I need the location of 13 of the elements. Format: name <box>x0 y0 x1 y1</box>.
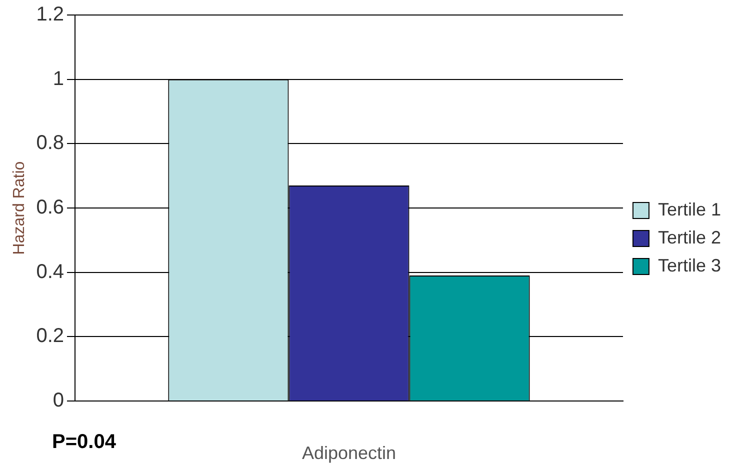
legend-label: Tertile 2 <box>658 227 722 248</box>
y-axis-title: Hazard Ratio <box>11 161 28 255</box>
legend-label: Tertile 1 <box>658 199 722 220</box>
text: P=0.04 <box>52 431 117 453</box>
y-tick-label: 0.2 <box>36 325 64 348</box>
x-axis-title: Adiponectin <box>302 443 396 464</box>
y-tick-label: 1.2 <box>36 4 64 26</box>
legend-label: Tertile 3 <box>658 255 722 276</box>
y-tick-label: 0 <box>52 390 64 412</box>
y-tick-label: 0.4 <box>36 260 64 283</box>
y-tick-label: 1 <box>52 68 64 90</box>
y-tick-label: 0.6 <box>36 196 64 219</box>
y-tick-label: 0.8 <box>36 132 64 154</box>
